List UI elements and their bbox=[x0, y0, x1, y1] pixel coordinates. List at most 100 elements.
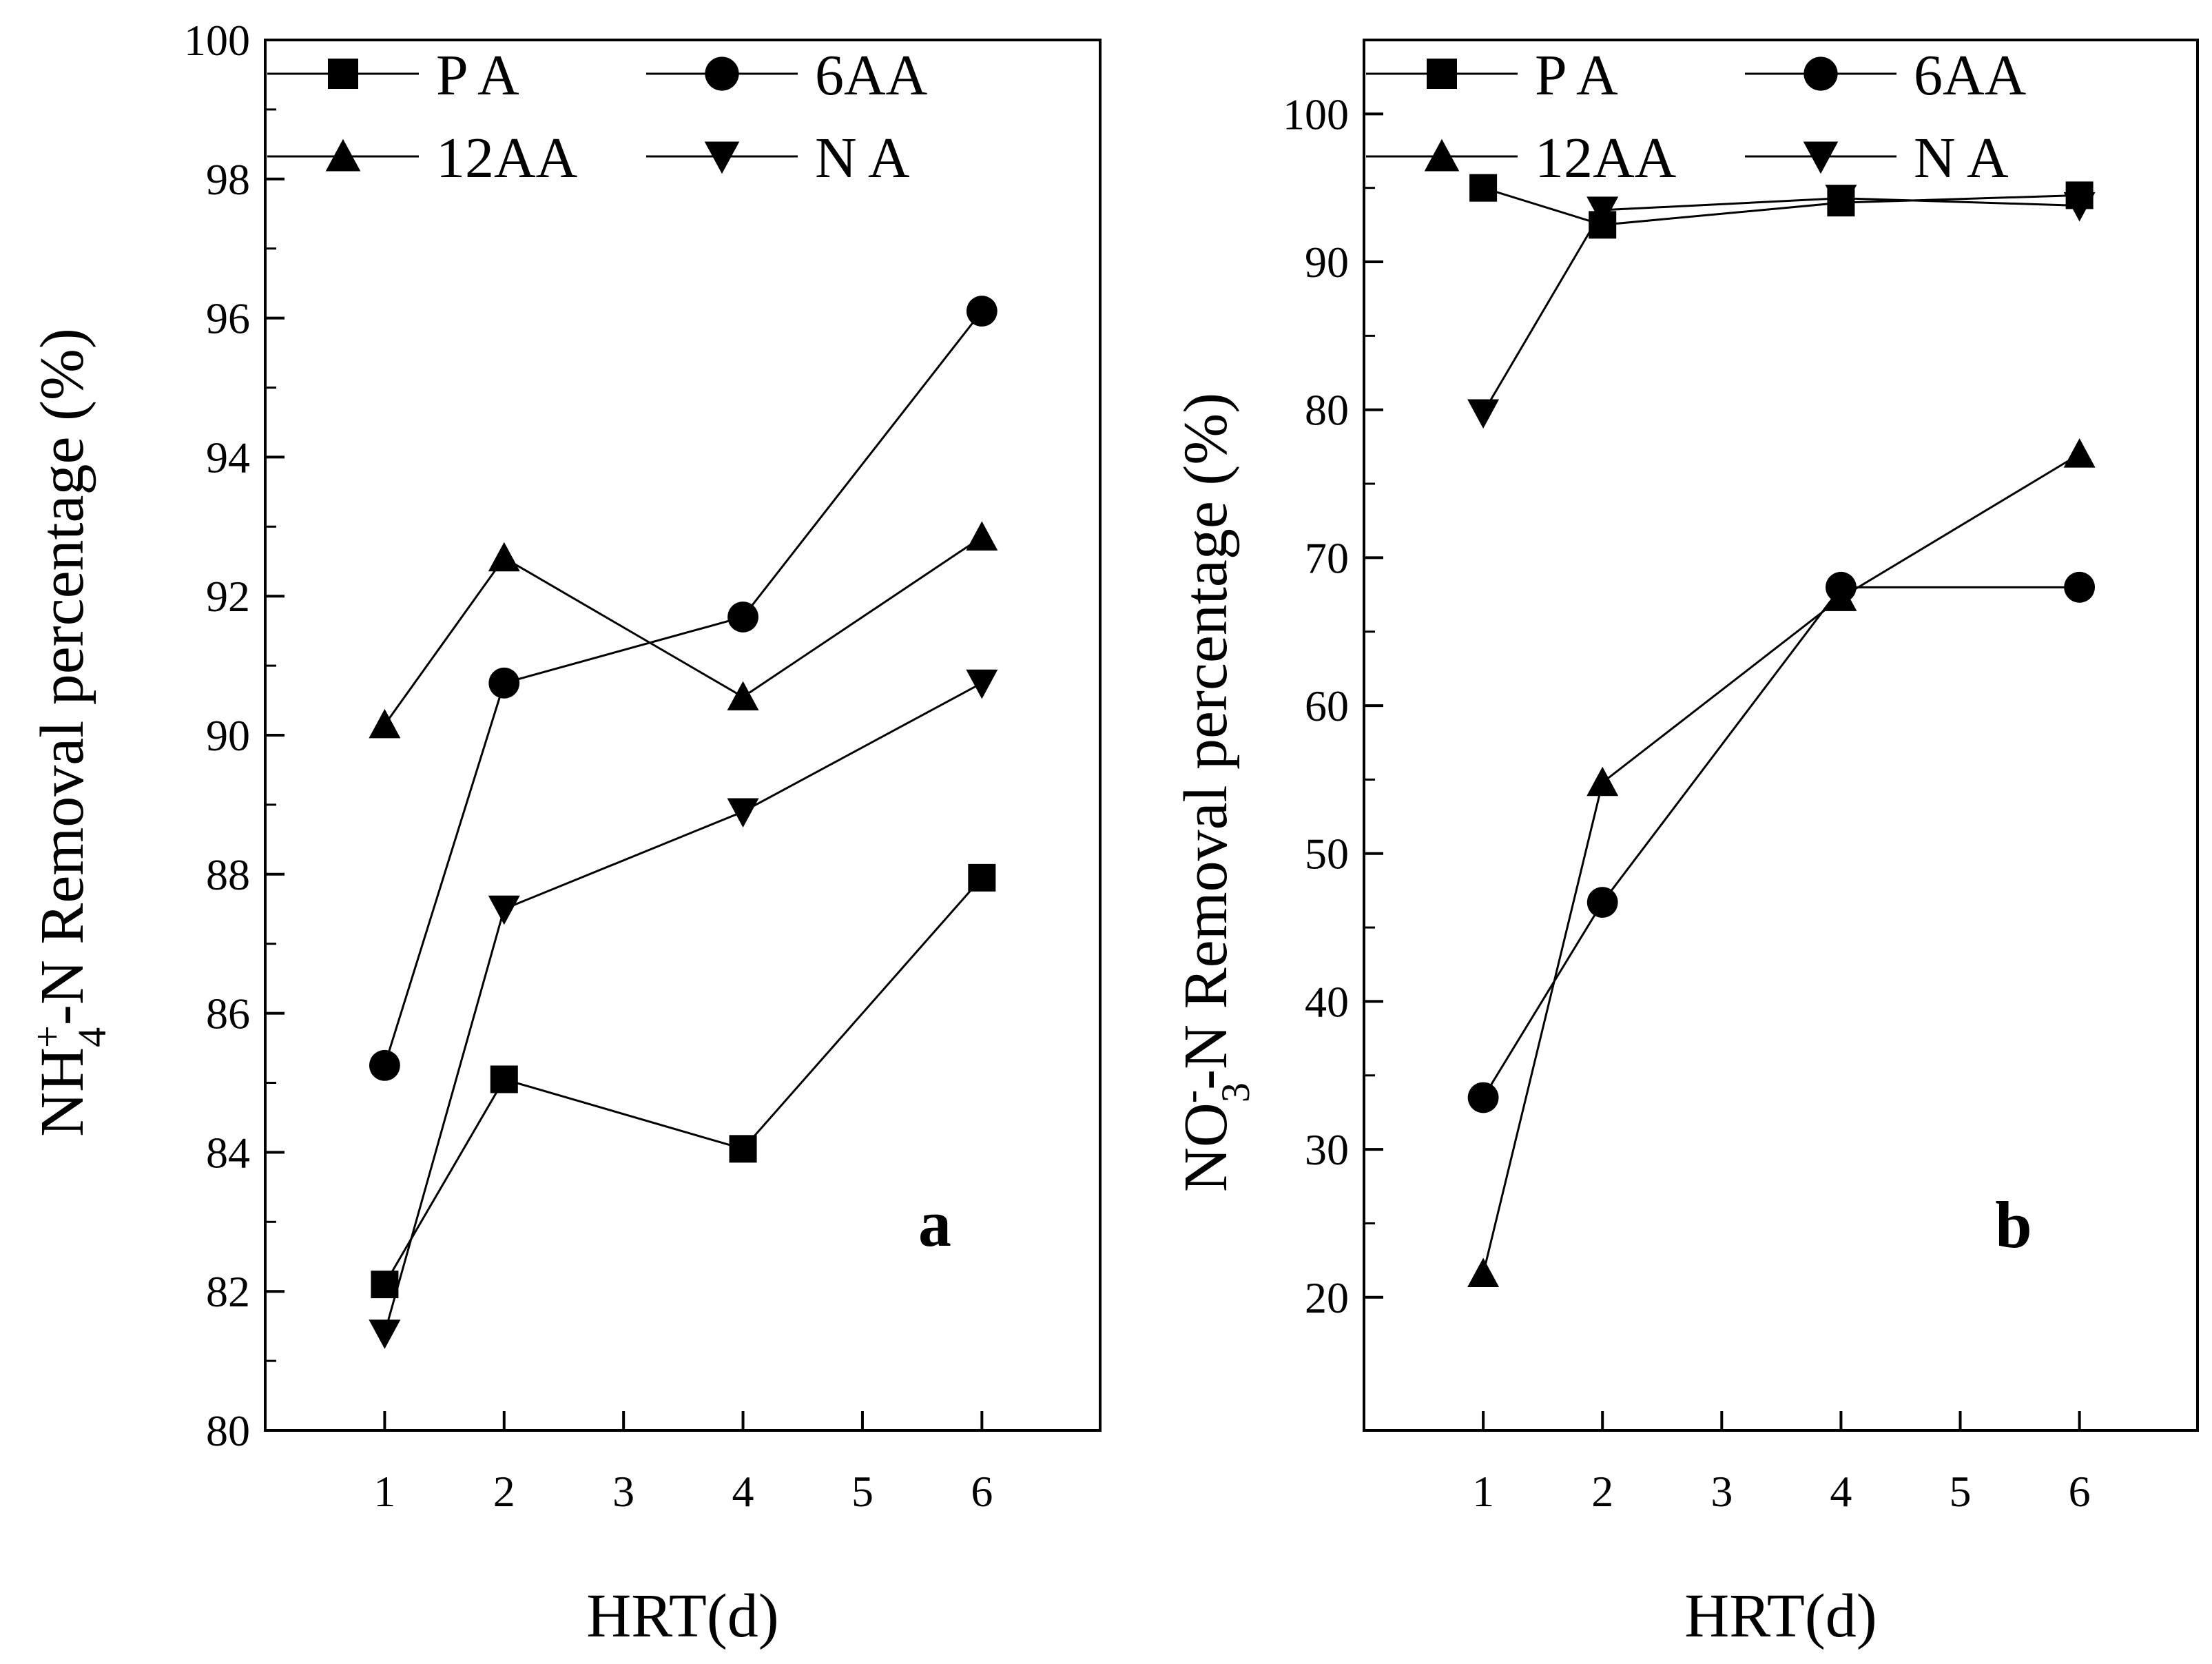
data-point bbox=[727, 798, 759, 828]
data-point bbox=[729, 1135, 757, 1163]
legend-label: 12AA bbox=[1535, 126, 1677, 190]
y-tick-label: 80 bbox=[206, 1406, 250, 1455]
x-tick-label: 2 bbox=[1591, 1467, 1613, 1516]
series-line bbox=[383, 310, 983, 1066]
data-point bbox=[2063, 438, 2096, 468]
data-point bbox=[488, 895, 520, 925]
legend-item: N A bbox=[646, 126, 910, 190]
series-line bbox=[1482, 197, 2080, 413]
data-point bbox=[1469, 174, 1498, 202]
y-tick-label: 60 bbox=[1305, 681, 1349, 730]
y-axis-label: NH4+-N Removal percentage (%) bbox=[25, 328, 114, 1137]
y-tick-label: 90 bbox=[1305, 238, 1349, 287]
legend-item: 12AA bbox=[1366, 126, 1677, 190]
data-point bbox=[1467, 1082, 1499, 1113]
y-tick-label: 96 bbox=[206, 294, 250, 343]
y-axis-label: NO3--N Removal percentage (%) bbox=[1168, 393, 1258, 1192]
legend-marker bbox=[1424, 138, 1460, 172]
x-tick-label: 3 bbox=[612, 1467, 634, 1516]
series-pa bbox=[371, 863, 996, 1299]
data-point bbox=[1586, 196, 1619, 226]
x-axis-label: HRT(d) bbox=[586, 1582, 779, 1650]
legend-label: 12AA bbox=[436, 126, 578, 190]
y-tick-label: 86 bbox=[206, 989, 250, 1038]
y-tick-label: 50 bbox=[1305, 830, 1349, 879]
y-tick-label: 20 bbox=[1305, 1273, 1349, 1322]
x-tick-label: 2 bbox=[493, 1467, 515, 1516]
legend-item: 12AA bbox=[267, 126, 578, 190]
y-axis-label-sub: 3 bbox=[1213, 1082, 1258, 1102]
series-12aa bbox=[369, 521, 998, 739]
y-tick-label: 40 bbox=[1305, 977, 1349, 1026]
x-tick-label: 6 bbox=[971, 1467, 993, 1516]
data-point bbox=[968, 863, 996, 892]
data-point bbox=[488, 667, 520, 699]
data-point bbox=[1586, 766, 1619, 797]
x-tick-label: 6 bbox=[2069, 1467, 2091, 1516]
series-line bbox=[1482, 187, 2080, 226]
legend-marker bbox=[704, 141, 740, 174]
data-point bbox=[1467, 1257, 1500, 1287]
x-tick-label: 5 bbox=[1950, 1467, 1972, 1516]
legend-marker bbox=[328, 59, 358, 89]
series-6aa bbox=[369, 296, 998, 1081]
y-tick-label: 84 bbox=[206, 1128, 250, 1177]
series-line bbox=[384, 536, 983, 726]
panel-label: b bbox=[1995, 1188, 2032, 1262]
y-axis-label-main: NO bbox=[1172, 1102, 1240, 1192]
legend-marker bbox=[705, 57, 739, 91]
y-axis-label-sup: - bbox=[1168, 1090, 1213, 1103]
legend-marker bbox=[1427, 59, 1457, 89]
y-tick-label: 80 bbox=[1305, 386, 1349, 435]
data-point bbox=[371, 1271, 399, 1299]
series-12aa bbox=[1467, 438, 2096, 1287]
plot-frame bbox=[1363, 39, 2199, 1432]
y-tick-label: 92 bbox=[206, 572, 250, 621]
data-point bbox=[2063, 192, 2096, 222]
legend: P A 6AA 12AA N A bbox=[267, 43, 928, 190]
series-line bbox=[383, 682, 983, 1334]
legend-label: P A bbox=[1535, 43, 1618, 107]
data-point bbox=[490, 1065, 518, 1093]
y-tick-label: 100 bbox=[1283, 90, 1349, 138]
x-tick-label: 4 bbox=[732, 1467, 754, 1516]
x-tick-label: 4 bbox=[1830, 1467, 1852, 1516]
legend-item: 6AA bbox=[1745, 43, 2027, 107]
legend-label: 6AA bbox=[1914, 43, 2027, 107]
legend-item: N A bbox=[1745, 126, 2009, 190]
series-line bbox=[1482, 586, 2080, 1098]
panel-label: a bbox=[918, 1187, 951, 1260]
legend-marker bbox=[325, 138, 361, 172]
y-axis-label-main: NH bbox=[28, 1047, 96, 1137]
legend-marker bbox=[1803, 141, 1839, 174]
x-tick-label: 5 bbox=[851, 1467, 874, 1516]
series-6aa bbox=[1467, 571, 2096, 1113]
data-point bbox=[1586, 887, 1618, 918]
data-point bbox=[966, 296, 998, 327]
data-point bbox=[488, 542, 520, 572]
x-tick-label: 1 bbox=[373, 1467, 395, 1516]
y-tick-label: 98 bbox=[206, 155, 250, 204]
y-tick-label: 100 bbox=[184, 16, 250, 65]
legend-item: P A bbox=[1366, 43, 1618, 107]
data-point bbox=[727, 681, 759, 711]
legend-label: N A bbox=[815, 126, 910, 190]
y-tick-label: 30 bbox=[1305, 1125, 1349, 1174]
data-point bbox=[369, 1049, 400, 1081]
legend-label: 6AA bbox=[815, 43, 928, 107]
legend-item: P A bbox=[267, 43, 519, 107]
data-point bbox=[966, 669, 998, 699]
legend-item: 6AA bbox=[646, 43, 928, 107]
data-point bbox=[1825, 185, 1857, 214]
chart-panel-a: 1 2 3 4 5 6 80 82 84 86 88 90 92 94 96 98 100 P A 6AA 12AA N… bbox=[25, 16, 1102, 1650]
y-axis-label-sup: + bbox=[25, 1025, 70, 1048]
y-tick-label: 94 bbox=[206, 433, 250, 482]
legend-marker bbox=[1803, 57, 1838, 91]
series-na bbox=[369, 669, 998, 1349]
y-tick-label: 70 bbox=[1305, 533, 1349, 582]
y-axis-label-rest: -N Removal percentage (%) bbox=[28, 328, 96, 1025]
x-tick-label: 1 bbox=[1472, 1467, 1494, 1516]
data-point bbox=[966, 521, 998, 551]
y-tick-label: 90 bbox=[206, 711, 250, 760]
series-na bbox=[1467, 185, 2096, 429]
